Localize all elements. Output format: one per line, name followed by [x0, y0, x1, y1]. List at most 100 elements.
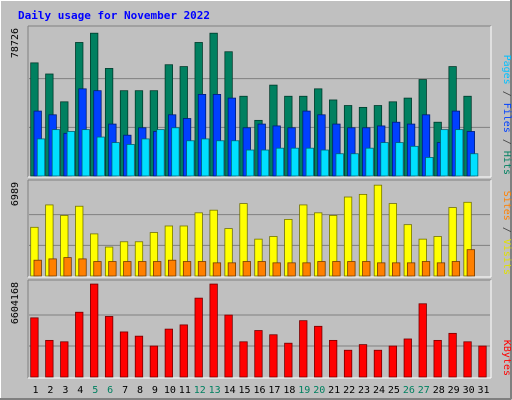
kbytes-kbytes-bar	[328, 339, 338, 378]
kbytes-kbytes-bar	[254, 330, 263, 378]
visits-sites-bar	[242, 261, 251, 277]
visits-sites-bar	[421, 261, 431, 277]
x-tick-label: 9	[152, 385, 158, 396]
hits-pages-bar	[201, 138, 210, 177]
visits-sites-bar	[182, 261, 192, 277]
visits-sites-bar	[451, 261, 461, 277]
hits-pages-bar	[36, 138, 46, 177]
x-tick-label: 15	[239, 385, 251, 396]
x-tick-label: 12	[194, 385, 206, 396]
hits-pages-bar	[81, 129, 90, 177]
y-max-label: 6604168	[10, 282, 21, 324]
kbytes-kbytes-bar	[433, 339, 442, 378]
kbytes-kbytes-bar	[478, 345, 487, 378]
x-axis-ticks: 1 2 3 4 5 6 7 8 9 10 11 12 13 14 15 16 17 18 19 20 21 22 23 24 2…	[32, 385, 489, 396]
kbytes-kbytes-bar	[134, 335, 144, 378]
x-tick-label: 8	[137, 385, 143, 396]
hits-pages-bar	[425, 157, 434, 177]
panel-visits: 6989 Sites / Visits	[10, 179, 512, 278]
visits-sites-bar	[153, 261, 162, 277]
hits-pages-bar	[335, 153, 344, 177]
visits-sites-bar	[108, 261, 117, 277]
kbytes-kbytes-bar	[448, 332, 457, 378]
x-tick-label: 17	[268, 385, 280, 396]
visits-sites-bar	[227, 262, 237, 277]
kbytes-kbytes-bar	[463, 341, 472, 378]
x-tick-label: 23	[358, 385, 370, 396]
visits-sites-bar	[48, 258, 57, 277]
x-tick-label: 28	[433, 385, 445, 396]
x-tick-label: 11	[179, 385, 191, 396]
x-tick-label: 1	[32, 385, 38, 396]
visits-sites-bar	[406, 262, 416, 277]
hits-pages-bar	[245, 149, 255, 177]
kbytes-kbytes-bar	[358, 344, 368, 378]
hits-pages-bar	[260, 149, 270, 177]
hits-pages-bar	[380, 142, 389, 177]
kbytes-kbytes-bar	[224, 314, 233, 378]
legend-part: KBytes	[501, 340, 512, 376]
kbytes-kbytes-bar	[30, 317, 39, 378]
kbytes-kbytes-bar	[164, 328, 173, 378]
visits-sites-bar	[347, 261, 356, 277]
visits-sites-bar	[93, 261, 102, 277]
x-tick-label: 27	[418, 385, 430, 396]
x-tick-label: 29	[448, 385, 460, 396]
legend-part: Hits	[501, 151, 512, 175]
visits-sites-bar	[63, 257, 72, 277]
kbytes-kbytes-bar	[403, 338, 412, 378]
x-tick-label: 20	[313, 385, 325, 396]
hits-pages-bar	[96, 136, 105, 177]
side-legend-hits: Pages / Files / Hits	[501, 55, 512, 175]
kbytes-kbytes-bar	[149, 345, 159, 378]
visits-sites-bar	[392, 262, 401, 277]
hits-pages-bar	[126, 144, 135, 177]
legend-part: /	[501, 221, 512, 239]
legend-part: /	[501, 133, 512, 151]
hits-pages-bar	[171, 127, 180, 177]
kbytes-kbytes-bar	[90, 283, 99, 378]
visits-sites-bar	[362, 261, 371, 277]
x-tick-label: 3	[62, 385, 68, 396]
kbytes-kbytes-bar	[75, 311, 84, 378]
visits-sites-bar	[466, 249, 475, 277]
x-tick-label: 10	[164, 385, 176, 396]
kbytes-kbytes-bar	[418, 303, 427, 378]
hits-pages-bar	[186, 140, 195, 177]
hits-pages-bar	[440, 129, 449, 177]
kbytes-kbytes-bar	[119, 331, 129, 378]
hits-pages-bar	[305, 147, 314, 177]
hits-pages-bar	[51, 129, 61, 177]
hits-pages-bar	[290, 147, 300, 177]
kbytes-kbytes-bar	[343, 349, 353, 378]
x-tick-label: 5	[92, 385, 98, 396]
chart-title: Daily usage for November 2022	[18, 9, 210, 22]
y-max-label: 78726	[10, 28, 21, 58]
hits-pages-bar	[469, 153, 479, 177]
x-tick-label: 30	[463, 385, 475, 396]
kbytes-kbytes-bar	[104, 316, 114, 378]
hits-pages-bar	[231, 140, 240, 177]
x-tick-label: 6	[107, 385, 113, 396]
hits-pages-bar	[141, 138, 150, 177]
visits-sites-bar	[197, 261, 207, 277]
visits-visits-bar	[373, 184, 383, 277]
side-legend-visits: Sites / Visits	[501, 191, 512, 275]
hits-pages-bar	[111, 142, 120, 177]
x-tick-label: 14	[224, 385, 236, 396]
legend-part: Sites	[501, 191, 512, 221]
visits-sites-bar	[212, 262, 222, 277]
visits-sites-bar	[436, 262, 446, 277]
chart-panels: 78726 Pages / Files / Hits 6989 Sites / Vis…	[10, 25, 512, 379]
x-tick-label: 24	[373, 385, 385, 396]
x-tick-label: 26	[403, 385, 415, 396]
kbytes-kbytes-bar	[179, 324, 188, 378]
hits-pages-bar	[66, 131, 75, 177]
hits-pages-bar	[350, 153, 359, 177]
panel-hits: 78726 Pages / Files / Hits	[10, 25, 512, 178]
x-tick-label: 16	[253, 385, 265, 396]
hits-pages-bar	[365, 147, 374, 177]
x-tick-label: 25	[388, 385, 400, 396]
hits-pages-bar	[156, 129, 165, 177]
